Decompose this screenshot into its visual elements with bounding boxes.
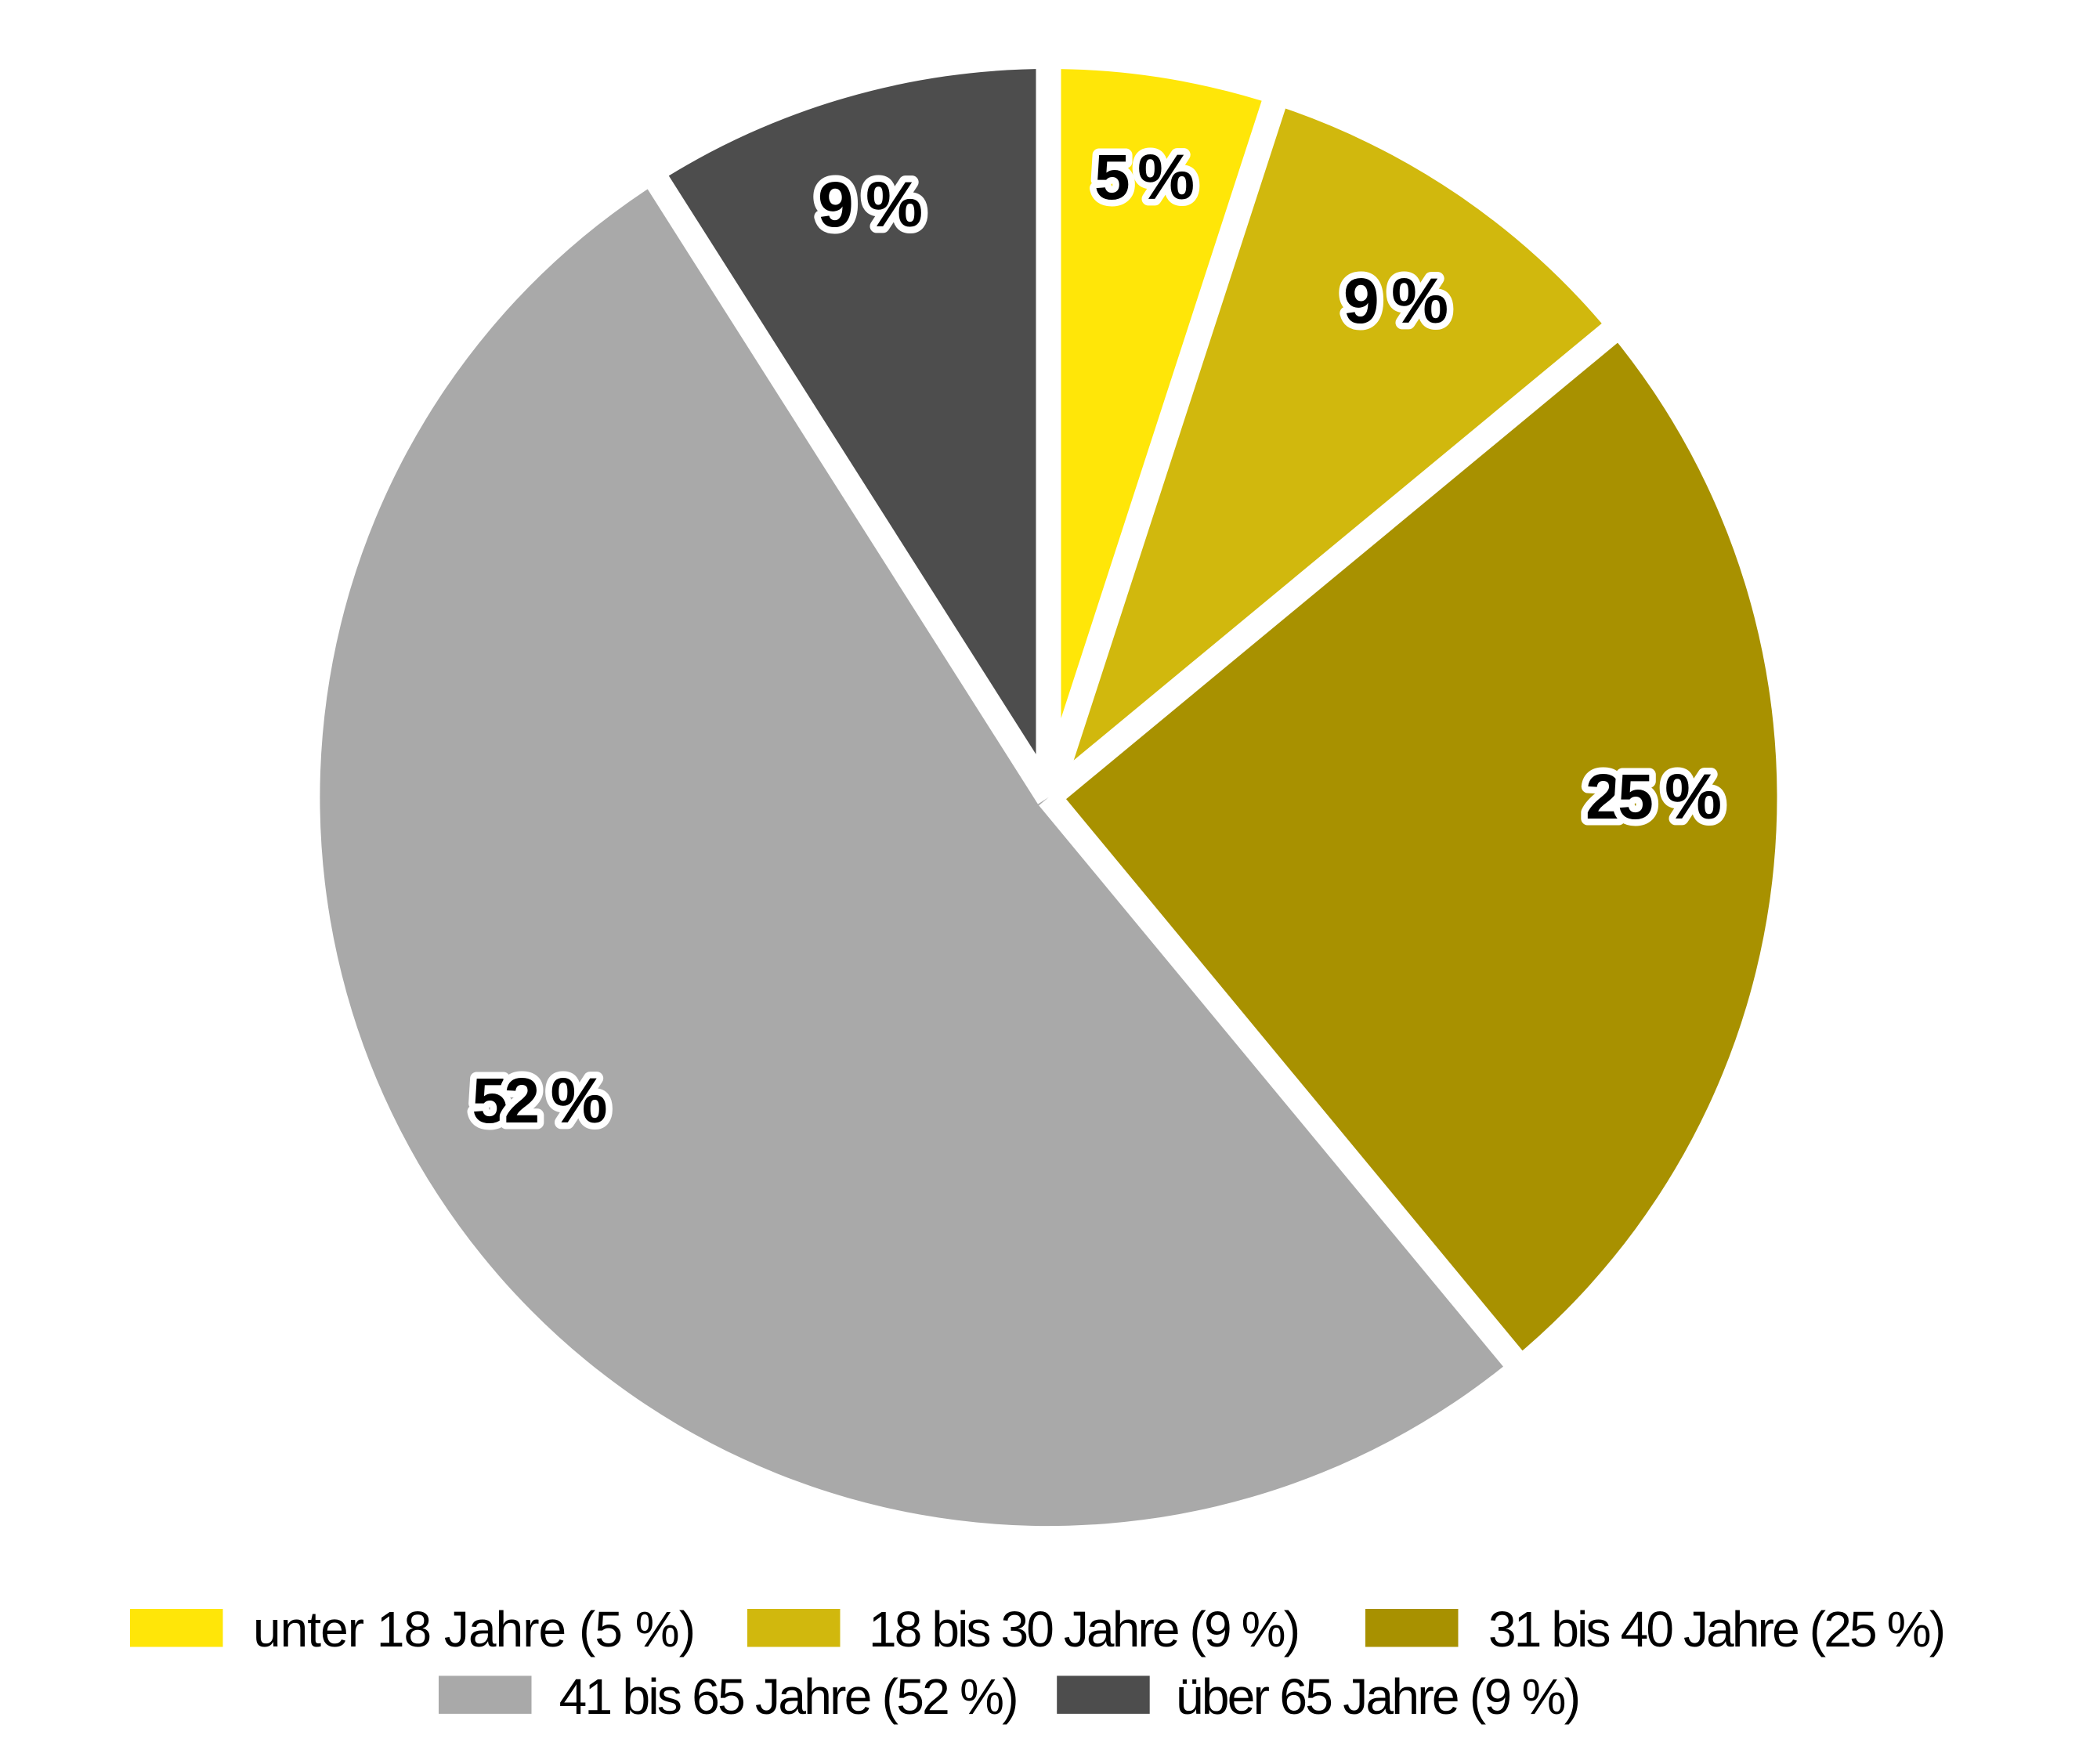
svg-text:52 %: 52 % xyxy=(472,1065,608,1137)
svg-text:25 %: 25 % xyxy=(1585,761,1722,833)
svg-text:9 %: 9 % xyxy=(818,169,923,240)
svg-text:31 bis 40 Jahre (25 %): 31 bis 40 Jahre (25 %) xyxy=(1488,1601,1946,1657)
svg-text:41 bis 65 Jahre (52 %): 41 bis 65 Jahre (52 %) xyxy=(559,1668,1019,1725)
svg-text:unter 18 Jahre (5 %): unter 18 Jahre (5 %) xyxy=(253,1601,696,1657)
svg-text:5 %: 5 % xyxy=(1094,142,1195,213)
svg-text:18 bis 30 Jahre (9 %): 18 bis 30 Jahre (9 %) xyxy=(869,1601,1300,1657)
svg-text:9 %: 9 % xyxy=(1343,266,1448,337)
svg-text:über 65 Jahre (9 %): über 65 Jahre (9 %) xyxy=(1176,1668,1581,1725)
